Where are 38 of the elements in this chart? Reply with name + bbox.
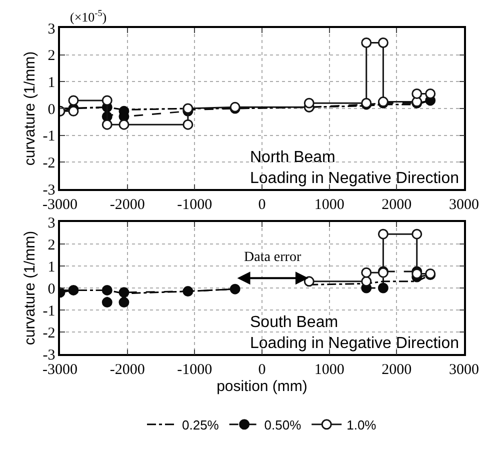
- y-tick-label: -3: [42, 347, 56, 364]
- legend-label: 1.0%: [346, 417, 377, 432]
- x-tick-label: -3000: [42, 362, 78, 378]
- x-tick-label: -2000: [110, 362, 145, 378]
- y-tick-label: -1: [42, 128, 56, 145]
- x-tick-label: -3000: [42, 196, 78, 213]
- y-tick-label: 2: [48, 237, 56, 254]
- x-tick-label: 3000: [449, 196, 479, 213]
- y-tick-label: -2: [42, 155, 56, 172]
- x-tick-label: 0: [258, 196, 266, 213]
- y-tick-label: 3: [48, 21, 56, 38]
- x-tick-label: -2000: [110, 196, 145, 213]
- y-axis-title: curvature (1/mm): [22, 230, 38, 346]
- x-tick-label: 1000: [314, 196, 344, 213]
- x-tick-label: -1000: [177, 196, 212, 213]
- y-tick-label: 0: [48, 281, 56, 298]
- text: (×10$^{-5}$): [70, 8, 107, 24]
- y-tick-label: -2: [42, 325, 56, 342]
- x-axis-title: position (mm): [216, 378, 308, 395]
- y-tick-label: -3: [42, 182, 56, 198]
- legend-label: 0.50%: [264, 417, 302, 432]
- y-axis-title: curvature (1/mm): [22, 51, 38, 166]
- x-tick-label: 2000: [382, 362, 412, 378]
- x-tick-label: 0: [258, 362, 266, 378]
- annotation: Data error: [244, 250, 302, 265]
- text: North Beam Loading in Negative Direction: [250, 149, 460, 187]
- y-tick-label: 3: [48, 215, 56, 232]
- y-tick-label: 0: [48, 102, 56, 118]
- y-tick-label: 2: [48, 48, 56, 64]
- text: South Beam Loading in Negative Direction: [250, 314, 460, 352]
- legend-label: 0.25%: [182, 417, 220, 432]
- x-tick-label: 2000: [382, 196, 412, 213]
- y-tick-label: -1: [42, 303, 56, 320]
- y-tick-label: 1: [48, 74, 56, 91]
- x-tick-label: 1000: [314, 362, 344, 378]
- x-tick-label: -1000: [177, 362, 212, 378]
- x-tick-label: 3000: [449, 362, 479, 378]
- y-tick-label: 1: [48, 259, 56, 276]
